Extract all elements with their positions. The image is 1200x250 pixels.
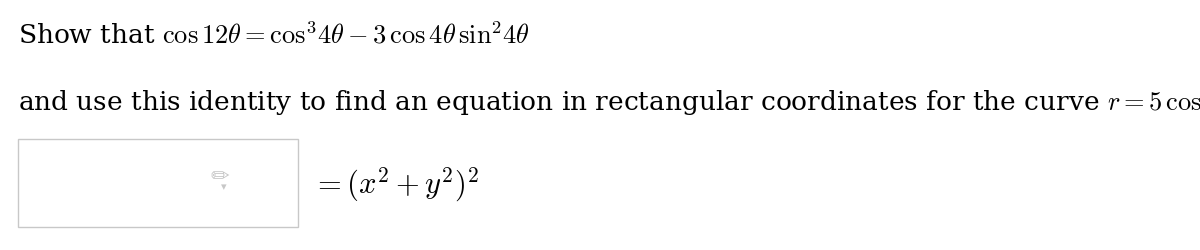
Text: ✏: ✏ (210, 166, 229, 186)
Text: $= (x^2 + y^2)^2$: $= (x^2 + y^2)^2$ (312, 165, 480, 203)
Bar (18, 140, 298, 227)
Text: ▾: ▾ (221, 181, 227, 191)
Text: and use this identity to find an equation in rectangular coordinates for the cur: and use this identity to find an equatio… (18, 88, 1200, 117)
Text: Show that $\mathrm{cos}\,12\theta = \mathrm{cos}^3 4\theta - 3\,\mathrm{cos}\,4\: Show that $\mathrm{cos}\,12\theta = \mat… (18, 22, 530, 48)
